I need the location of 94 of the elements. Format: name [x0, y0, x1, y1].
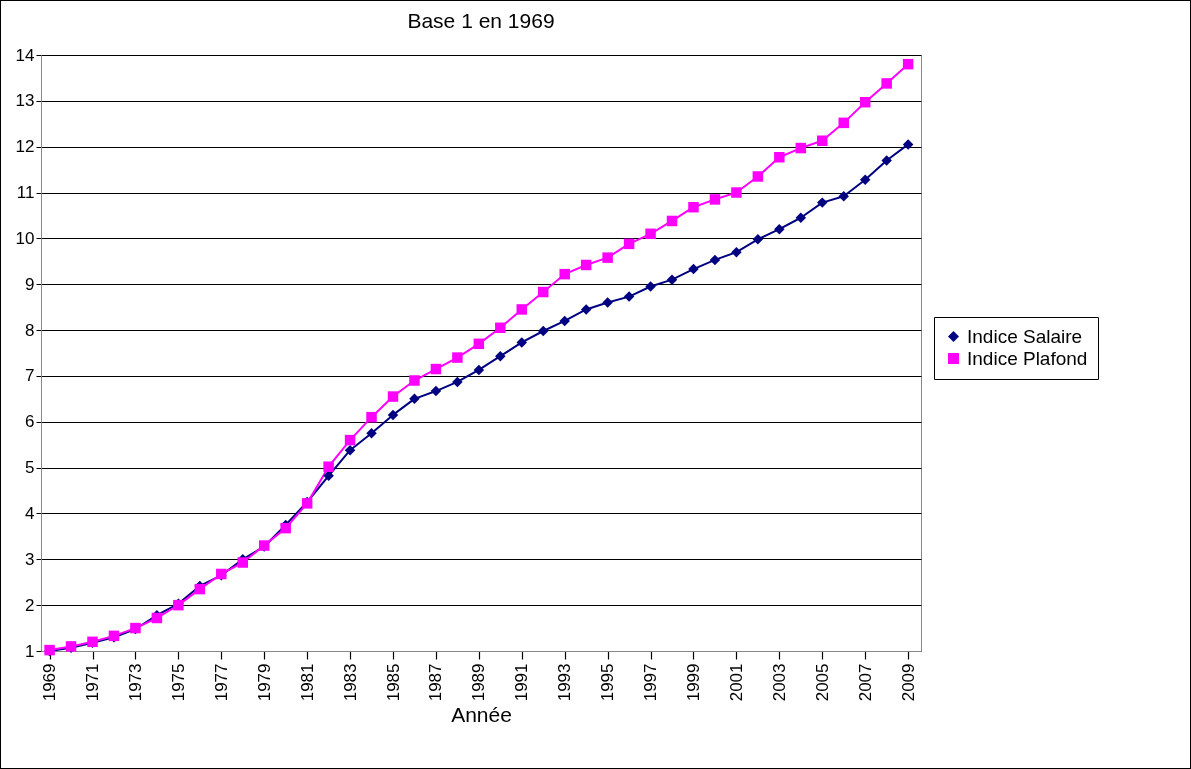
- y-tick-label: 5: [25, 458, 35, 478]
- point: [838, 190, 849, 202]
- y-tick-label: 14: [15, 45, 35, 65]
- x-tick-label: 1969: [40, 663, 60, 702]
- x-tick-label: 1983: [340, 663, 360, 702]
- x-tick-label: 1981: [297, 663, 317, 702]
- point: [752, 234, 764, 245]
- point: [709, 254, 721, 266]
- point: [366, 411, 377, 423]
- y-tick-label: 13: [15, 91, 35, 111]
- y-tick-label: 12: [15, 137, 35, 157]
- point: [473, 364, 485, 376]
- x-tick-label: 1997: [641, 663, 661, 702]
- x-tick-label: 1991: [512, 663, 532, 702]
- x-tick-label: 1995: [598, 663, 618, 702]
- x-tick-label: 2009: [898, 663, 918, 702]
- point: [452, 352, 463, 363]
- y-tick-label: 10: [15, 228, 35, 248]
- y-tick-label: 1: [25, 641, 35, 661]
- point: [817, 135, 828, 146]
- point: [881, 155, 892, 166]
- chart-title: Base 1 en 1969: [407, 9, 555, 32]
- x-tick-label: 1987: [426, 663, 446, 702]
- x-tick-label: 1985: [383, 663, 403, 702]
- point: [774, 223, 785, 235]
- y-tick-label: 4: [25, 503, 35, 523]
- y-tick-label: 7: [25, 366, 35, 386]
- point: [817, 197, 828, 208]
- point: [902, 58, 914, 70]
- point: [731, 187, 742, 198]
- point: [344, 444, 356, 456]
- point: [602, 297, 613, 308]
- point: [795, 142, 807, 154]
- point: [409, 375, 420, 386]
- point: [387, 391, 399, 402]
- point: [623, 291, 635, 302]
- point: [495, 350, 506, 362]
- legend-label: Indice Plafond: [967, 347, 1088, 369]
- point: [645, 228, 656, 240]
- point: [387, 409, 399, 421]
- point: [495, 322, 506, 334]
- point: [430, 363, 442, 375]
- x-tick-label: 1999: [683, 663, 703, 702]
- point: [859, 174, 871, 185]
- y-tick-label: 9: [25, 274, 35, 294]
- point: [516, 304, 528, 315]
- y-tick-label: 3: [25, 549, 35, 569]
- point: [473, 338, 485, 350]
- x-tick-label: 2001: [726, 663, 746, 702]
- y-tick-label: 8: [25, 320, 35, 340]
- x-tick-label: 2005: [812, 663, 832, 702]
- point: [645, 281, 656, 292]
- x-tick-label: 1973: [125, 663, 145, 702]
- point: [580, 304, 592, 315]
- y-tick-label: 11: [16, 183, 35, 203]
- point: [344, 434, 356, 446]
- point: [559, 268, 570, 280]
- point: [366, 427, 377, 439]
- x-tick-label: 1993: [555, 663, 575, 702]
- x-tick-label: 2007: [855, 663, 875, 702]
- point: [666, 215, 678, 227]
- point: [795, 212, 807, 223]
- y-tick-label: 6: [25, 412, 35, 432]
- point: [430, 385, 442, 397]
- point: [731, 246, 742, 258]
- x-tick-label: 1971: [83, 663, 103, 702]
- point: [538, 325, 549, 337]
- point: [902, 139, 914, 150]
- point: [559, 315, 570, 327]
- x-tick-label: 1989: [469, 663, 489, 702]
- x-axis-title: Année: [451, 703, 512, 727]
- point: [538, 286, 549, 298]
- point: [580, 259, 592, 271]
- point: [881, 78, 892, 89]
- point: [688, 263, 699, 275]
- point: [452, 376, 463, 388]
- legend-label: Indice Salaire: [967, 325, 1083, 347]
- point: [774, 151, 785, 163]
- point: [838, 117, 849, 129]
- point: [752, 171, 764, 182]
- point: [688, 201, 699, 213]
- point: [323, 461, 334, 472]
- point: [602, 252, 613, 263]
- x-tick-label: 2003: [769, 663, 789, 702]
- x-tick-label: 1977: [211, 663, 231, 702]
- x-tick-label: 1975: [168, 663, 188, 702]
- point: [409, 393, 420, 405]
- point: [623, 238, 635, 250]
- point: [859, 96, 871, 108]
- point: [516, 337, 528, 348]
- point: [666, 274, 678, 285]
- y-tick-label: 2: [25, 595, 35, 615]
- x-tick-label: 1979: [254, 663, 274, 702]
- point: [709, 194, 721, 205]
